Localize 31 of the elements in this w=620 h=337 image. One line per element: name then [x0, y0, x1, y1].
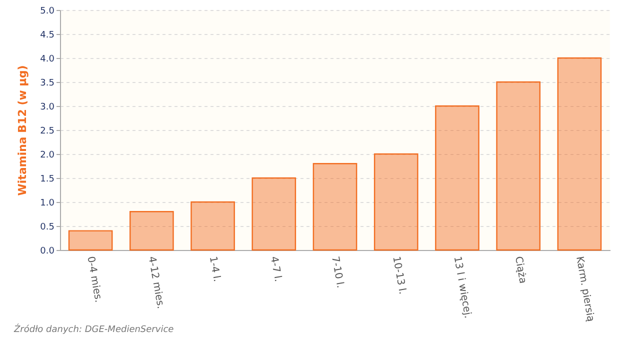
bar [312, 163, 358, 251]
y-tick-label: 0.0 [40, 246, 55, 256]
y-axis-title: Witamina B12 (w µg) [16, 65, 30, 196]
bar [435, 105, 480, 251]
y-tick-label: 1.5 [40, 174, 54, 184]
y-tick-label: 2.0 [40, 150, 55, 160]
y-tick-label: 3.5 [40, 78, 54, 88]
bar [496, 81, 540, 251]
x-tick-label: 7-10 l. [329, 256, 346, 289]
x-tick-label: Karm. piersią [574, 256, 596, 323]
x-tick-label: 1-4 l. [206, 256, 222, 283]
bar [190, 201, 235, 251]
x-tick-label: 0-4 mies. [84, 256, 104, 304]
bar [130, 211, 174, 251]
y-tick-label: 1.0 [40, 198, 55, 208]
bar [374, 153, 418, 251]
y-tick-label: 4.5 [40, 30, 54, 40]
text: Źródło danych: DGE-MedienService [14, 325, 174, 335]
y-tick-label: 4.0 [40, 54, 55, 64]
x-tick-label: Ciąża [512, 256, 528, 284]
bar [252, 177, 296, 251]
y-tick-label: 0.5 [40, 222, 54, 232]
x-tick-label: 4-12 mies. [146, 256, 166, 310]
x-tick-label: 4-7 l. [268, 256, 284, 283]
bar [557, 57, 602, 251]
y-tick-label: 5.0 [40, 6, 55, 16]
y-tick-label: 2.5 [40, 126, 54, 136]
x-tick-label: 10-13 l. [390, 256, 408, 296]
y-tick-label: 3.0 [40, 102, 55, 112]
bar [68, 230, 113, 251]
x-tick-label: 13 l i więcej. [451, 256, 474, 320]
